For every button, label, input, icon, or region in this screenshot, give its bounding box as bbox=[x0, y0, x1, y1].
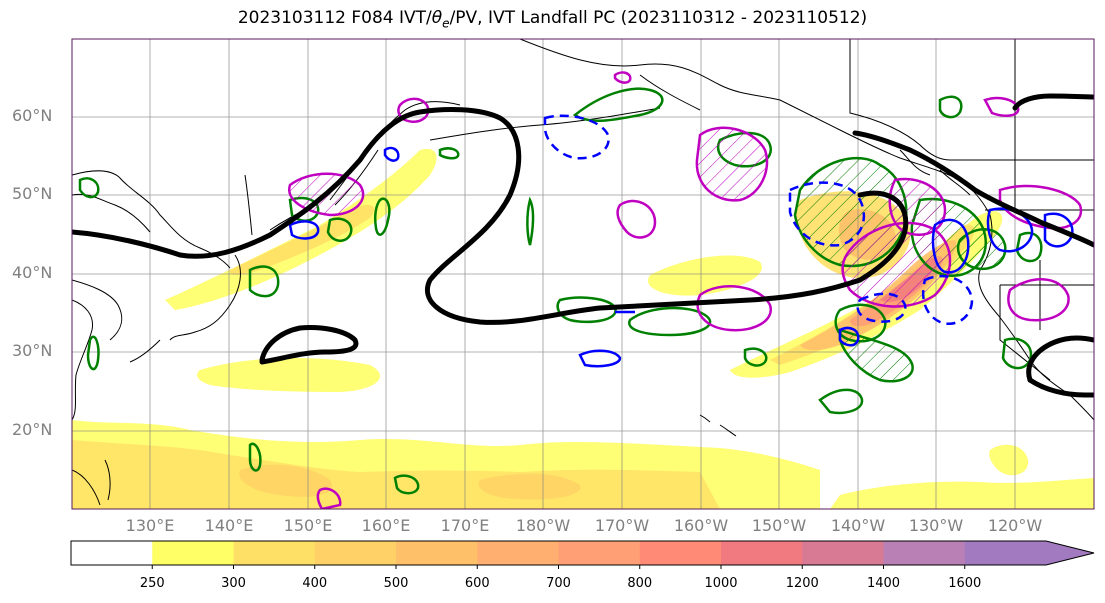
colorbar-tick-label: 800 bbox=[627, 576, 653, 591]
lon-label-150w: 150°W bbox=[751, 516, 807, 535]
lon-label-120w: 120°W bbox=[987, 516, 1043, 535]
lon-label-160e: 160°E bbox=[361, 516, 411, 535]
colorbar-tick-label: 1400 bbox=[866, 576, 901, 591]
lon-label-130w: 130°W bbox=[908, 516, 964, 535]
lon-label-130e: 130°E bbox=[125, 516, 175, 535]
lon-label-150e: 150°E bbox=[283, 516, 333, 535]
colorbar-tick-label: 700 bbox=[546, 576, 571, 591]
height-contours bbox=[72, 93, 1094, 398]
colorbar-tick-label: 1200 bbox=[785, 576, 819, 591]
lon-label-140w: 140°W bbox=[830, 516, 886, 535]
lon-label-140e: 140°E bbox=[204, 516, 254, 535]
lat-label-50n: 50°N bbox=[12, 184, 53, 203]
lon-label-180w: 180°W bbox=[515, 516, 571, 535]
lat-label-40n: 40°N bbox=[12, 263, 53, 282]
lat-label-30n: 30°N bbox=[12, 341, 53, 360]
figure-title: 2023103112 F084 IVT/θe/PV, IVT Landfall … bbox=[237, 8, 868, 31]
title-theta: θ bbox=[431, 8, 443, 28]
colorbar-tick-label: 1600 bbox=[948, 576, 982, 591]
colorbar-tick-label: 1000 bbox=[704, 576, 738, 591]
colorbar-tick-label: 500 bbox=[383, 576, 409, 591]
lon-label-170e: 170°E bbox=[440, 516, 490, 535]
lon-label-160w: 160°W bbox=[673, 516, 729, 535]
lat-label-20n: 20°N bbox=[12, 420, 53, 439]
colorbar-tick-label: 300 bbox=[221, 576, 246, 591]
map-frame bbox=[71, 38, 1095, 510]
colorbar-tick-label: 250 bbox=[139, 576, 165, 591]
lon-label-170w: 170°W bbox=[594, 516, 650, 535]
lat-label-60n: 60°N bbox=[12, 106, 53, 125]
colorbar-tick-label: 600 bbox=[464, 576, 490, 591]
colorbar-tick-label: 400 bbox=[302, 576, 328, 591]
title-theta-sub: e bbox=[442, 16, 450, 31]
